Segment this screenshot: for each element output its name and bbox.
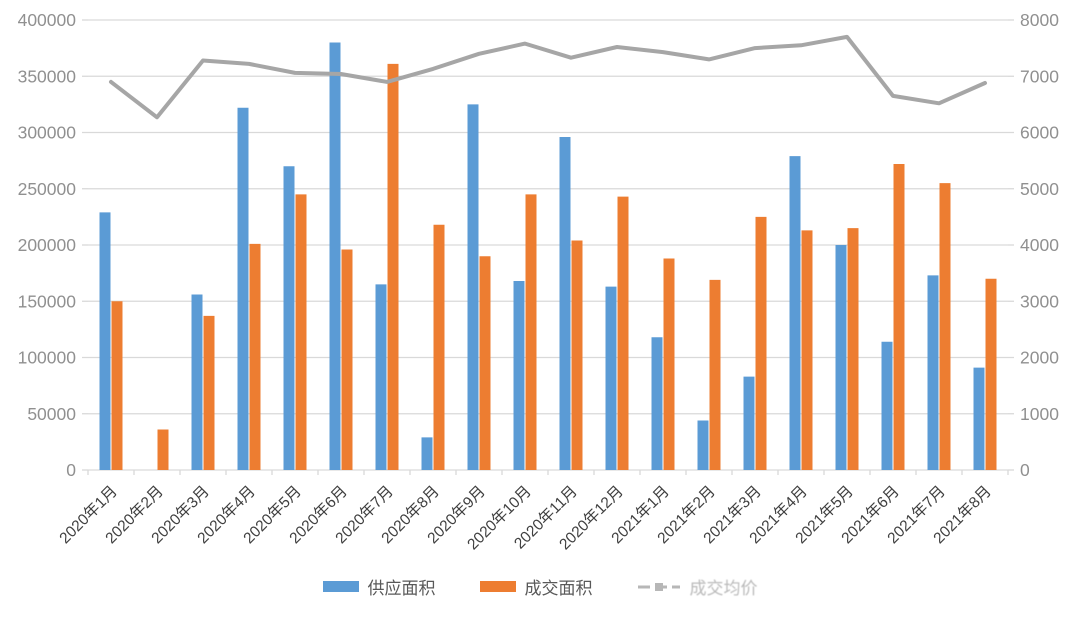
transaction-area-bar bbox=[479, 256, 491, 470]
transaction-area-bar bbox=[111, 301, 123, 470]
supply-area-bar bbox=[927, 275, 939, 470]
right-axis-label: 2000 bbox=[1020, 348, 1059, 368]
transaction-area-bar bbox=[617, 196, 629, 470]
left-axis-label: 50000 bbox=[27, 404, 76, 424]
transaction-area-bar bbox=[571, 240, 583, 470]
transaction-area-bar bbox=[755, 216, 767, 470]
supply-area-bar bbox=[835, 245, 847, 470]
transaction-area-bar bbox=[893, 164, 905, 470]
transaction-area-bar bbox=[847, 228, 859, 470]
legend-item-supply-area: 供应面积 bbox=[322, 574, 436, 599]
supply-area-bar bbox=[605, 286, 617, 470]
transaction-area-bar bbox=[525, 194, 537, 470]
supply-area-bar bbox=[789, 156, 801, 470]
left-axis-label: 200000 bbox=[18, 235, 77, 255]
left-axis-label: 400000 bbox=[18, 10, 77, 30]
left-axis-label: 250000 bbox=[18, 179, 77, 199]
supply-area-bar bbox=[973, 367, 985, 470]
legend-item-avg-transaction-price: 成交均价 bbox=[637, 574, 758, 599]
supply-area-bar bbox=[513, 281, 525, 470]
supply-area-bar bbox=[559, 137, 571, 470]
supply-area-legend-swatch bbox=[322, 581, 359, 592]
right-axis-label: 7000 bbox=[1020, 66, 1059, 86]
transaction-area-bar bbox=[801, 230, 813, 470]
transaction-area-bar bbox=[985, 278, 997, 470]
supply-area-legend-label: 供应面积 bbox=[367, 579, 436, 598]
supply-area-bar bbox=[237, 107, 249, 470]
supply-area-bar bbox=[881, 341, 893, 470]
transaction-area-bar bbox=[341, 249, 353, 470]
transaction-area-legend-label: 成交面积 bbox=[524, 579, 593, 598]
transaction-area-bar bbox=[387, 63, 399, 470]
left-axis-label: 350000 bbox=[18, 66, 77, 86]
left-axis-label: 0 bbox=[66, 460, 76, 480]
avg-transaction-price-legend-label: 成交均价 bbox=[689, 579, 758, 598]
right-axis-label: 1000 bbox=[1020, 404, 1059, 424]
left-axis-label: 300000 bbox=[18, 123, 77, 143]
right-axis-label: 8000 bbox=[1020, 10, 1059, 30]
transaction-area-bar bbox=[203, 315, 215, 470]
supply-area-bar bbox=[467, 104, 479, 470]
transaction-area-bar bbox=[295, 194, 307, 470]
legend-item-transaction-area: 成交面积 bbox=[479, 574, 593, 599]
plot-area: 0 0 50000 1000 100000 2000 150000 3000 200000 400… bbox=[18, 10, 1060, 553]
left-axis-label: 100000 bbox=[18, 348, 77, 368]
transaction-area-legend-swatch bbox=[479, 581, 516, 592]
supply-area-bar bbox=[99, 212, 111, 470]
avg-transaction-price-legend-line-glyph bbox=[637, 582, 680, 591]
transaction-area-bar bbox=[249, 243, 261, 470]
transaction-area-bar bbox=[433, 224, 445, 470]
avg-transaction-price-line bbox=[109, 34, 987, 120]
right-axis-label: 0 bbox=[1020, 460, 1030, 480]
supply-area-bar bbox=[283, 166, 295, 470]
right-axis-label: 4000 bbox=[1020, 235, 1059, 255]
transaction-area-bar bbox=[939, 183, 951, 470]
right-axis-label: 5000 bbox=[1020, 179, 1059, 199]
supply-area-bar bbox=[191, 294, 203, 470]
transaction-area-bar bbox=[709, 279, 721, 470]
chart-legend: 供应面积 成交面积 成交均价 bbox=[0, 574, 1080, 599]
transaction-area-bar bbox=[157, 429, 169, 470]
supply-area-bar bbox=[329, 42, 341, 470]
supply-area-bar bbox=[375, 284, 387, 470]
right-axis-label: 6000 bbox=[1020, 123, 1059, 143]
supply-area-bar bbox=[421, 437, 433, 470]
left-axis-label: 150000 bbox=[18, 291, 77, 311]
supply-area-bar bbox=[697, 420, 709, 470]
right-axis-label: 3000 bbox=[1020, 291, 1059, 311]
supply-area-bar bbox=[743, 376, 755, 470]
supply-area-bar bbox=[651, 337, 663, 470]
transaction-area-bar bbox=[663, 258, 675, 470]
